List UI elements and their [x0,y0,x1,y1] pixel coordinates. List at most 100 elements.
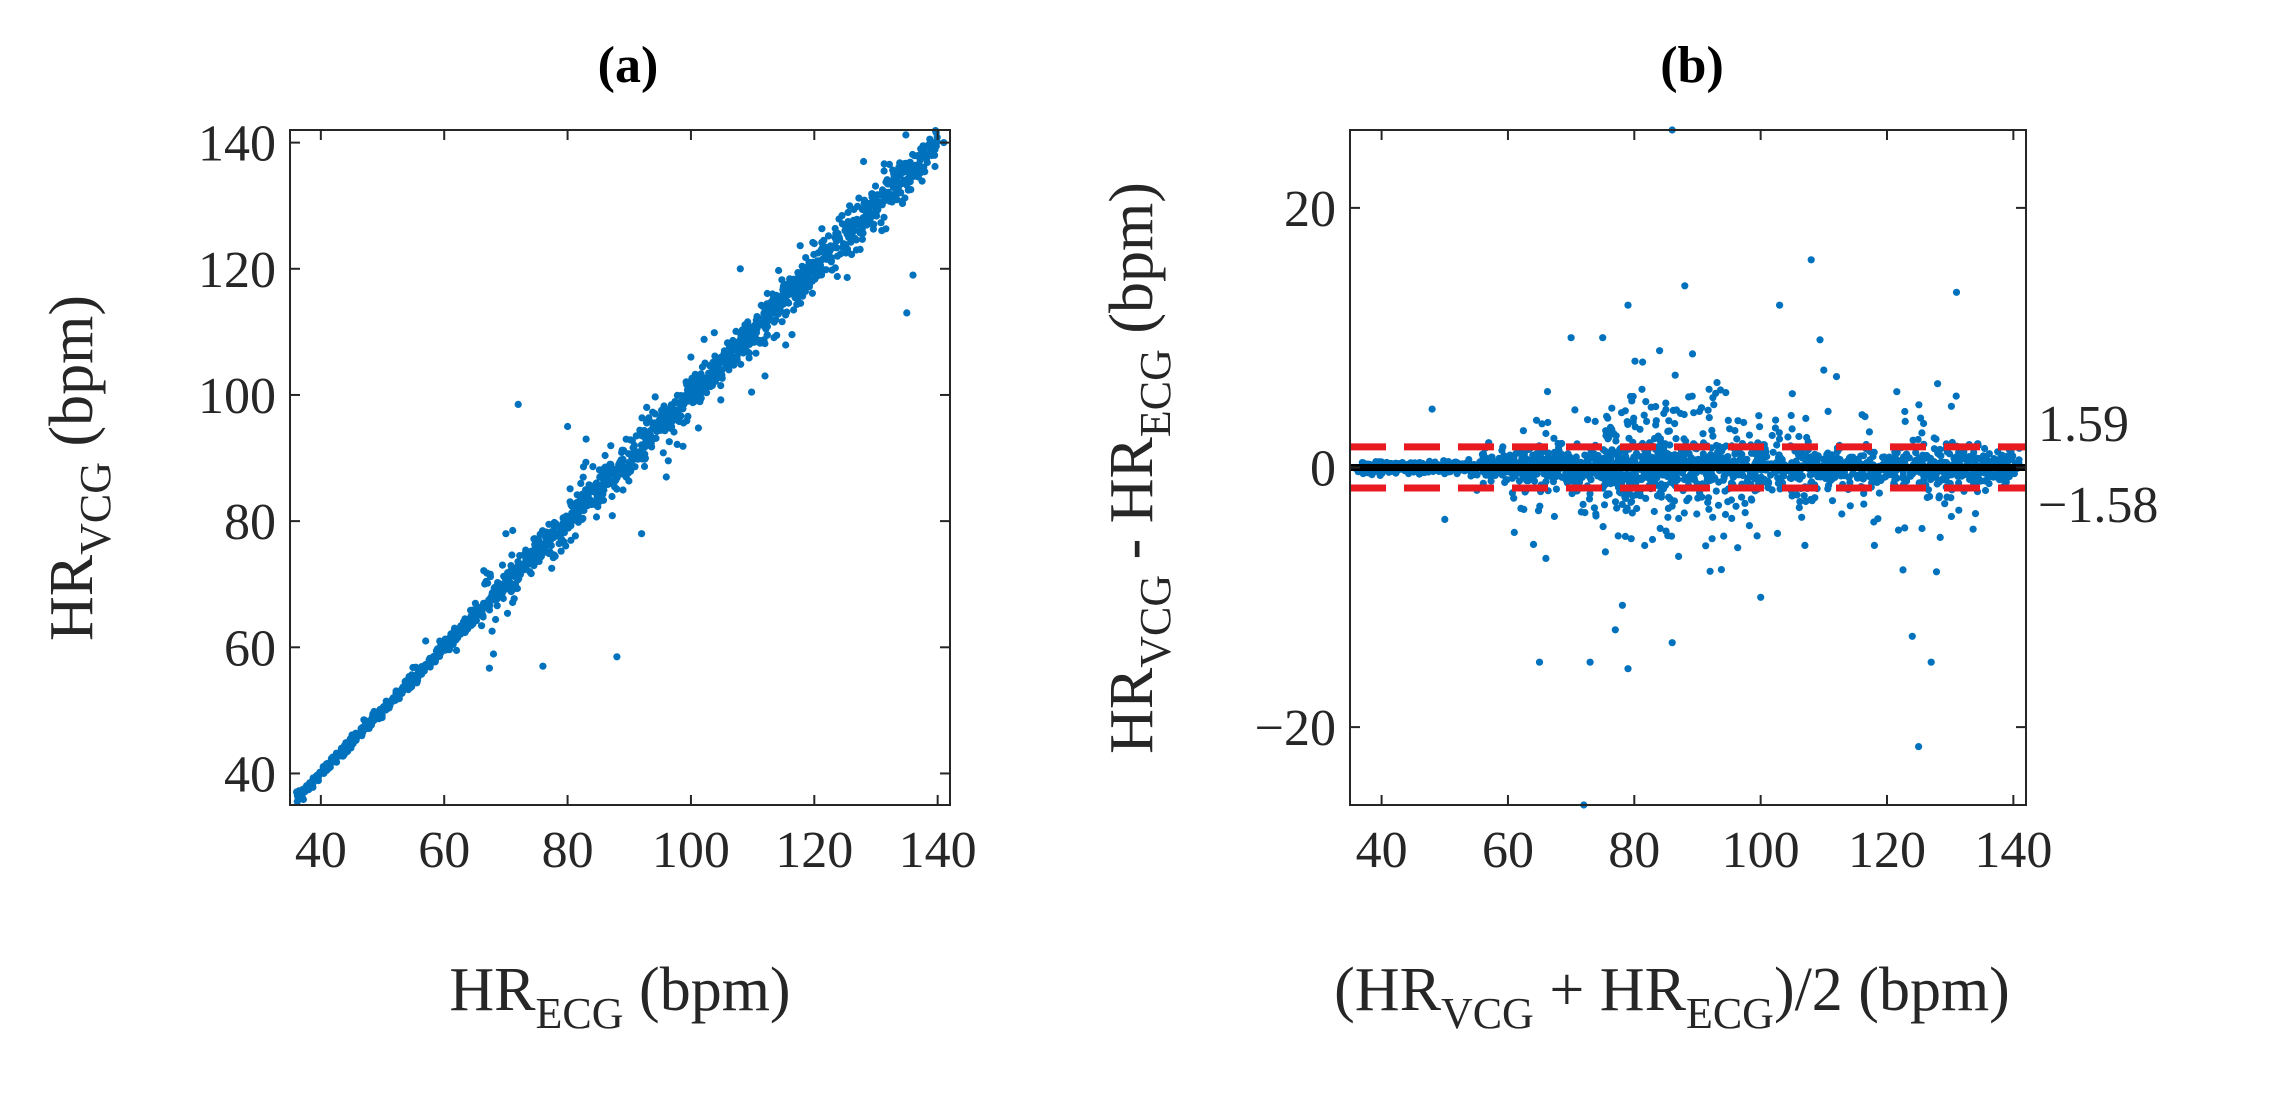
scatter-point [1618,409,1626,417]
scatter-point [652,434,660,442]
scatter-point [643,403,651,411]
scatter-point [1879,453,1887,461]
scatter-point [459,626,468,634]
scatter-point [1709,432,1717,440]
scatter-point [1543,472,1551,480]
scatter-point [833,237,841,245]
scatter-point [1647,403,1655,411]
scatter-point [297,791,305,799]
scatter-point [1595,469,1603,477]
scatter-point [905,161,913,169]
scatter-point [601,451,609,460]
scatter-point [1859,452,1868,460]
scatter-point [822,266,830,274]
scatter-point [658,406,666,414]
scatter-point [1660,455,1668,463]
scatter-point [1605,490,1613,498]
scatter-point [622,435,630,443]
scatter-point [839,243,847,251]
scatter-point [1874,515,1882,523]
scatter-point [768,310,776,318]
scatter-point [577,479,585,487]
scatter-point [1652,417,1660,425]
scatter-point [1614,532,1622,540]
scatter-point [1788,390,1796,398]
scatter-point [880,167,888,175]
scatter-point [1798,513,1806,521]
scatter-point [409,663,417,672]
scatter-point [1776,301,1784,309]
scatter-point [1838,510,1846,518]
scatter-point [659,412,667,421]
scatter-point [1740,418,1748,427]
scatter-point [489,650,498,658]
scatter-point [700,335,708,343]
scatter-point [1984,457,1992,465]
scatter-point [1724,416,1732,424]
scatter-point [909,150,917,159]
scatter-point [1667,478,1675,486]
scatter-point [1618,500,1626,508]
scatter-point [1375,458,1383,466]
scatter-point [309,783,317,791]
scatter-point [725,366,733,374]
scatter-point [1713,379,1721,387]
scatter-point [841,227,849,235]
scatter-point [636,426,644,434]
scatter-point [470,610,478,619]
scatter-point [1611,626,1619,634]
scatter-point [606,477,614,485]
scatter-point [573,491,581,499]
scatter-point [811,275,819,283]
scatter-point [404,680,412,689]
scatter-point [533,551,541,559]
scatter-point [1846,502,1854,510]
scatter-point [1824,449,1832,457]
scatter-point [1944,470,1952,478]
scatter-point [1611,498,1620,506]
scatter-point [1773,441,1781,449]
scatter-point [884,177,892,185]
scatter-point [527,570,535,578]
scatter-point [659,449,667,457]
scatter-point [752,349,760,357]
scatter-point [1656,435,1664,443]
scatter-point [726,350,734,358]
scatter-point [571,532,580,540]
scatter-point [1590,504,1598,512]
scatter-point [746,329,755,337]
scatter-point [1675,514,1683,523]
scatter-point [1849,470,1857,478]
scatter-point [1981,477,1989,485]
scatter-point [779,292,787,301]
scatter-point [657,426,665,434]
scatter-point [1973,470,1981,478]
scatter-point [598,469,606,477]
scatter-point [566,485,574,493]
scatter-point [1660,409,1668,418]
scatter-point [673,440,681,448]
scatter-point [1745,522,1753,530]
scatter-point [1870,541,1878,550]
scatter-point [763,289,771,298]
y-tick-label: 80 [224,494,276,551]
scatter-point [677,403,685,411]
scatter-point [712,360,720,369]
scatter-point [550,533,558,541]
scatter-point [1542,554,1550,563]
scatter-point [1555,444,1563,452]
scatter-point [630,441,639,449]
upper-limit-label: 1.59 [2038,396,2129,453]
scatter-point [1706,567,1714,575]
scatter-point [557,547,565,555]
scatter-point [1534,507,1543,515]
scatter-point [1932,568,1941,576]
scatter-point [1909,436,1917,444]
scatter-point [1576,472,1584,480]
scatter-point [418,670,426,678]
scatter-point [385,698,393,707]
scatter-point [902,131,910,139]
scatter-point [592,513,601,521]
scatter-point [1535,658,1544,666]
scatter-point [882,225,890,233]
